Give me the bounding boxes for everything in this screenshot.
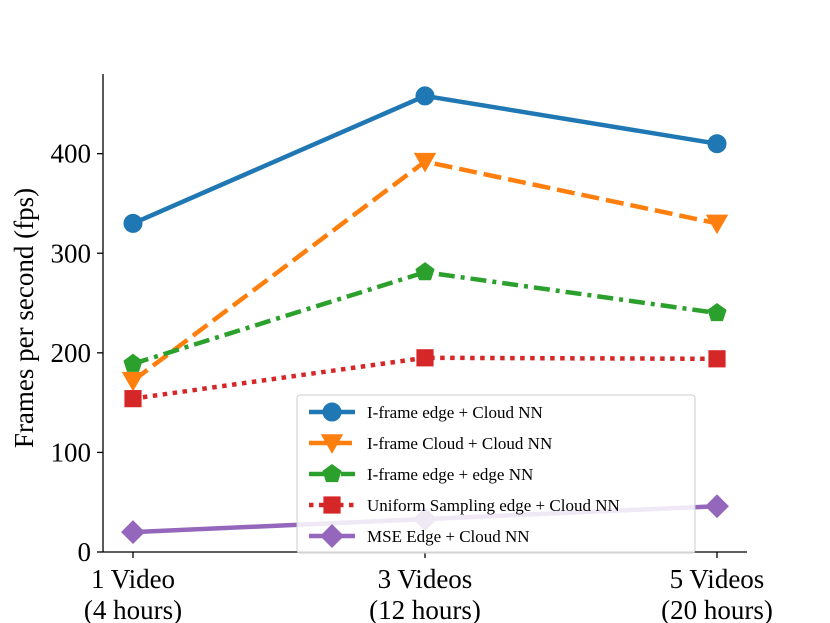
square-marker bbox=[124, 390, 142, 408]
series-line bbox=[132, 269, 718, 366]
x-ticks: 1 Video(4 hours) 3 Videos(12 hours) 5 Vide… bbox=[84, 552, 773, 623]
legend-label: I-frame Cloud + Cloud NN bbox=[367, 434, 552, 453]
diamond-marker bbox=[320, 524, 344, 548]
pentagon-marker bbox=[123, 353, 143, 372]
y-tick-label: 100 bbox=[51, 437, 92, 467]
triangle-down-marker bbox=[121, 371, 145, 392]
legend-label: MSE Edge + Cloud NN bbox=[367, 527, 530, 546]
diamond-marker bbox=[705, 494, 729, 519]
y-axis-label: Frames per second (fps) bbox=[9, 188, 39, 448]
y-tick-label: 0 bbox=[78, 537, 92, 567]
series-0 bbox=[123, 86, 727, 233]
square-marker bbox=[708, 350, 726, 368]
x-tick-label: (4 hours) bbox=[84, 595, 182, 623]
circle-marker bbox=[322, 402, 342, 422]
circle-marker bbox=[707, 134, 727, 154]
series-1 bbox=[121, 152, 729, 392]
y-tick-label: 400 bbox=[51, 139, 92, 169]
x-tick-label: (12 hours) bbox=[369, 595, 481, 623]
series-3 bbox=[124, 349, 726, 408]
circle-marker bbox=[123, 213, 143, 233]
legend-label: Uniform Sampling edge + Cloud NN bbox=[367, 496, 620, 515]
triangle-down-marker bbox=[705, 214, 729, 235]
square-marker bbox=[323, 496, 341, 514]
x-tick-label: 5 Videos bbox=[670, 564, 765, 594]
square-marker bbox=[416, 349, 434, 367]
triangle-down-marker bbox=[413, 152, 437, 173]
pentagon-marker bbox=[415, 262, 435, 281]
x-tick-label: 3 Videos bbox=[378, 564, 473, 594]
legend-label: I-frame edge + Cloud NN bbox=[367, 403, 543, 422]
y-tick-label: 200 bbox=[51, 338, 92, 368]
legend: I-frame edge + Cloud NN I-frame Cloud + C… bbox=[296, 394, 696, 554]
x-tick-label: 1 Video bbox=[91, 564, 175, 594]
triangle-down-marker bbox=[320, 434, 344, 454]
series-2 bbox=[123, 262, 727, 372]
pentagon-marker bbox=[707, 302, 727, 322]
legend-frame bbox=[296, 394, 696, 554]
x-tick-label: (20 hours) bbox=[661, 595, 773, 623]
y-ticks: 0 100 200 300 400 bbox=[51, 139, 103, 567]
pentagon-marker bbox=[322, 463, 342, 483]
circle-marker bbox=[415, 86, 435, 106]
y-tick-label: 300 bbox=[51, 238, 92, 268]
diamond-marker bbox=[121, 520, 145, 545]
legend-label: I-frame edge + edge NN bbox=[367, 465, 533, 484]
